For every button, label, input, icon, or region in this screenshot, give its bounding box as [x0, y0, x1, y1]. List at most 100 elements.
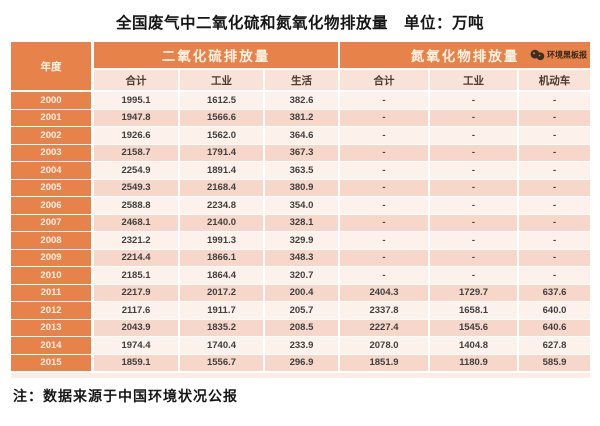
data-cell: 329.9 [265, 232, 341, 250]
year-cell: 2011 [11, 284, 94, 302]
data-cell: 320.7 [265, 267, 341, 285]
data-cell: - [519, 249, 591, 267]
table-row: 2001 1947.8 1566.6 381.2 - - - [11, 109, 591, 127]
data-cell: - [430, 232, 520, 250]
year-cell: 2012 [11, 302, 94, 320]
data-cell: 2254.9 [94, 162, 180, 180]
data-cell: 1562.0 [180, 127, 265, 145]
data-cell: 1404.8 [430, 337, 520, 355]
data-cell: - [430, 127, 520, 145]
data-cell: - [340, 197, 431, 215]
data-cell: 2158.7 [94, 144, 180, 162]
data-cell: 1866.1 [180, 249, 265, 267]
data-cell: - [519, 179, 591, 197]
year-cell: 2004 [11, 162, 94, 180]
data-cell: 200.4 [265, 284, 341, 302]
data-cell: - [340, 127, 431, 145]
data-cell: 2140.0 [180, 214, 265, 232]
year-column-header: 年度 [11, 42, 94, 92]
year-cell: 2013 [11, 319, 94, 337]
data-cell: 1545.6 [430, 319, 520, 337]
data-cell: 1791.4 [180, 144, 265, 162]
year-cell: 2005 [11, 179, 94, 197]
data-cell: 585.9 [519, 354, 591, 372]
data-cell: 1991.3 [180, 232, 265, 250]
data-cell: 1859.1 [94, 354, 180, 372]
data-cell: - [519, 127, 591, 145]
data-cell: - [340, 249, 431, 267]
table-row: 2005 2549.3 2168.4 380.9 - - - [11, 179, 591, 197]
subheader-nox-vehicle: 机动车 [519, 70, 591, 92]
chat-bubbles-icon [530, 49, 545, 61]
emissions-table: 年度 二氧化硫排放量 氮氧化物排放量 环境黑板报 合计 工业 生活 合计 [11, 42, 591, 372]
data-cell: 1835.2 [180, 319, 265, 337]
table-row: 2011 2217.9 2017.2 200.4 2404.3 1729.7 6… [11, 284, 591, 302]
table-row: 2010 2185.1 1864.4 320.7 - - - [11, 267, 591, 285]
data-cell: 2185.1 [94, 267, 180, 285]
data-cell: 328.1 [265, 214, 341, 232]
data-cell: - [519, 267, 591, 285]
data-cell: 208.5 [265, 319, 341, 337]
data-cell: - [519, 144, 591, 162]
data-cell: 381.2 [265, 109, 341, 127]
data-cell: 380.9 [265, 179, 341, 197]
data-cell: 2588.8 [94, 197, 180, 215]
data-cell: - [340, 162, 431, 180]
data-cell: 1180.9 [430, 354, 520, 372]
subheader-nox-total: 合计 [340, 70, 431, 92]
table-row: 2002 1926.6 1562.0 364.6 - - - [11, 127, 591, 145]
subheader-so2-total: 合计 [94, 70, 180, 92]
data-cell: - [340, 144, 431, 162]
data-cell: - [519, 162, 591, 180]
data-cell: - [430, 267, 520, 285]
data-cell: 2468.1 [94, 214, 180, 232]
data-cell: - [519, 214, 591, 232]
data-cell: - [519, 197, 591, 215]
data-cell: - [430, 179, 520, 197]
data-cell: - [340, 214, 431, 232]
data-cell: 2043.9 [94, 319, 180, 337]
data-cell: 1566.6 [180, 109, 265, 127]
data-cell: 382.6 [265, 92, 341, 110]
data-cell: 2321.2 [94, 232, 180, 250]
table-row: 2014 1974.4 1740.4 233.9 2078.0 1404.8 6… [11, 337, 591, 355]
data-cell: 2017.2 [180, 284, 265, 302]
brand-name: 环境黑板报 [547, 50, 588, 60]
data-cell: 367.3 [265, 144, 341, 162]
data-cell: 1851.9 [340, 354, 431, 372]
data-cell: 1926.6 [94, 127, 180, 145]
data-cell: 2214.4 [94, 249, 180, 267]
data-cell: 1891.4 [180, 162, 265, 180]
subheader-so2-residential: 生活 [265, 70, 341, 92]
data-cell: 354.0 [265, 197, 341, 215]
table-row: 2008 2321.2 1991.3 329.9 - - - [11, 232, 591, 250]
data-cell: 1556.7 [180, 354, 265, 372]
data-cell: 2549.3 [94, 179, 180, 197]
year-cell: 2008 [11, 232, 94, 250]
data-cell: 364.6 [265, 127, 341, 145]
table-bottom-strip [11, 372, 590, 378]
data-cell: 1864.4 [180, 267, 265, 285]
data-cell: - [340, 92, 431, 110]
data-cell: - [340, 109, 431, 127]
table-row: 2009 2214.4 1866.1 348.3 - - - [11, 249, 591, 267]
year-cell: 2002 [11, 127, 94, 145]
footnote: 注：数据来源于中国环境状况公报 [13, 390, 238, 405]
data-cell: 627.8 [519, 337, 591, 355]
data-cell: 1974.4 [94, 337, 180, 355]
data-cell: - [430, 144, 520, 162]
data-cell: 1740.4 [180, 337, 265, 355]
data-cell: 1729.7 [430, 284, 520, 302]
year-cell: 2000 [11, 92, 94, 110]
data-cell: - [430, 92, 520, 110]
data-cell: - [430, 249, 520, 267]
data-cell: 2227.4 [340, 319, 431, 337]
year-cell: 2015 [11, 354, 94, 372]
year-cell: 2003 [11, 144, 94, 162]
nox-group-label: 氮氧化物排放量 [410, 49, 520, 64]
data-cell: 233.9 [265, 337, 341, 355]
data-cell: 640.6 [519, 319, 591, 337]
data-cell: - [519, 109, 591, 127]
data-cell: 2078.0 [340, 337, 431, 355]
data-cell: - [340, 232, 431, 250]
